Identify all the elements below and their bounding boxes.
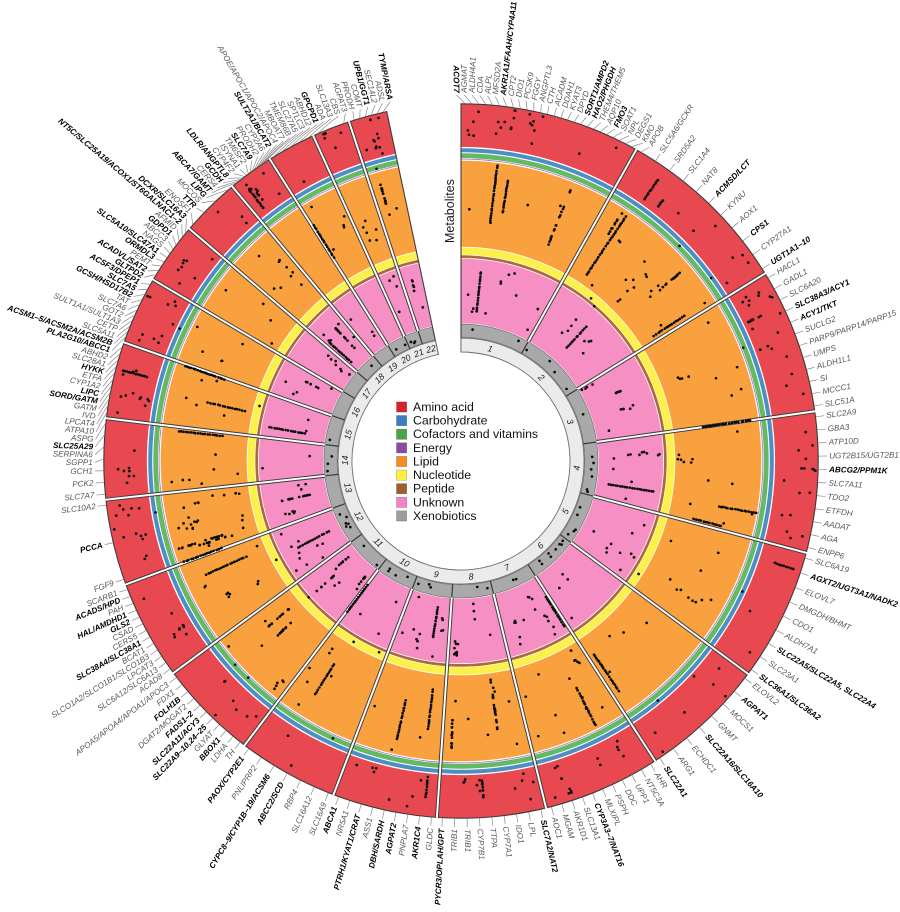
svg-text:Lipid: Lipid xyxy=(413,454,439,468)
svg-text:15: 15 xyxy=(342,429,354,441)
svg-text:CTH: CTH xyxy=(545,86,558,104)
svg-text:SGPP1: SGPP1 xyxy=(66,458,93,467)
svg-text:SLC2A9: SLC2A9 xyxy=(826,407,858,420)
svg-text:14: 14 xyxy=(340,455,350,465)
svg-text:ABCG2/PPM1K: ABCG2/PPM1K xyxy=(828,465,889,475)
svg-text:Metabolites: Metabolites xyxy=(443,179,457,243)
svg-text:19: 19 xyxy=(386,360,400,374)
svg-text:ACOT7: ACOT7 xyxy=(452,64,461,93)
svg-text:5: 5 xyxy=(560,507,571,516)
svg-text:CDA: CDA xyxy=(475,76,485,94)
svg-text:ETFDH: ETFDH xyxy=(825,506,853,519)
svg-text:Unknown: Unknown xyxy=(413,495,464,509)
svg-text:Carbohydrate: Carbohydrate xyxy=(413,414,488,428)
svg-text:GBA3: GBA3 xyxy=(827,422,850,433)
svg-text:Energy: Energy xyxy=(413,441,453,455)
svg-text:UGT2B15/UGT2B17: UGT2B15/UGT2B17 xyxy=(829,450,900,460)
svg-text:Nucleotide: Nucleotide xyxy=(413,468,471,482)
svg-text:SERPINA6: SERPINA6 xyxy=(53,449,94,459)
svg-text:SLC7A7: SLC7A7 xyxy=(64,491,95,503)
svg-text:GCH1: GCH1 xyxy=(70,467,93,477)
svg-text:LPL: LPL xyxy=(526,822,538,838)
svg-text:4: 4 xyxy=(572,465,582,471)
svg-text:12: 12 xyxy=(352,509,365,522)
svg-text:TDO2: TDO2 xyxy=(827,492,850,503)
svg-text:SI: SI xyxy=(819,373,829,384)
svg-text:MFSD2A: MFSD2A xyxy=(491,61,503,95)
svg-text:ATP10D: ATP10D xyxy=(828,436,860,447)
svg-text:CPT2: CPT2 xyxy=(507,75,519,97)
svg-text:AKR1C4: AKR1C4 xyxy=(410,826,423,861)
svg-text:21: 21 xyxy=(411,346,425,359)
svg-text:CYP7B1: CYP7B1 xyxy=(476,828,487,859)
svg-text:CYP7A1: CYP7A1 xyxy=(501,826,514,858)
svg-text:Peptide: Peptide xyxy=(413,482,455,496)
svg-text:AGA: AGA xyxy=(819,532,839,545)
svg-text:ALPL: ALPL xyxy=(483,74,493,95)
svg-text:8: 8 xyxy=(468,571,474,581)
svg-text:TRIB1: TRIB1 xyxy=(450,829,459,852)
svg-text:SLC25A29: SLC25A29 xyxy=(53,441,94,452)
svg-text:DIO1: DIO1 xyxy=(514,78,526,98)
svg-text:1: 1 xyxy=(487,343,494,354)
svg-text:10: 10 xyxy=(398,556,412,570)
svg-text:16: 16 xyxy=(349,405,362,418)
svg-text:Cofactors and vitamins: Cofactors and vitamins xyxy=(413,427,538,441)
svg-text:2: 2 xyxy=(535,371,546,382)
svg-text:3: 3 xyxy=(565,418,576,426)
svg-text:9: 9 xyxy=(433,569,440,580)
svg-text:13: 13 xyxy=(342,482,354,494)
svg-text:AGMAT: AGMAT xyxy=(460,64,469,94)
svg-text:PYCR3/OPLAH/GPT: PYCR3/OPLAH/GPT xyxy=(433,827,446,905)
svg-text:SLC7A11: SLC7A11 xyxy=(828,479,863,490)
svg-text:ASPG: ASPG xyxy=(70,433,94,443)
svg-text:7: 7 xyxy=(503,562,512,574)
svg-text:Amino acid: Amino acid xyxy=(413,400,474,414)
svg-text:IVD: IVD xyxy=(82,410,97,421)
svg-text:SLC10A2: SLC10A2 xyxy=(61,502,97,515)
svg-text:LIPC: LIPC xyxy=(80,386,100,398)
svg-text:GATM: GATM xyxy=(73,401,97,413)
svg-text:GLDC: GLDC xyxy=(424,827,435,850)
svg-text:ETFA: ETFA xyxy=(81,370,103,383)
svg-text:22: 22 xyxy=(424,343,437,355)
svg-text:LPCAT4: LPCAT4 xyxy=(64,416,95,428)
svg-text:TRIB1: TRIB1 xyxy=(463,829,472,852)
svg-text:ALDH4A1: ALDH4A1 xyxy=(468,57,478,94)
svg-text:Xenobiotics: Xenobiotics xyxy=(413,509,477,523)
svg-text:20: 20 xyxy=(398,352,412,366)
svg-text:ATPA10: ATPA10 xyxy=(64,425,95,436)
svg-text:TTPA: TTPA xyxy=(488,827,499,848)
svg-text:IDO1: IDO1 xyxy=(514,824,526,844)
svg-text:PCK2: PCK2 xyxy=(72,479,94,489)
svg-text:6: 6 xyxy=(535,540,545,551)
